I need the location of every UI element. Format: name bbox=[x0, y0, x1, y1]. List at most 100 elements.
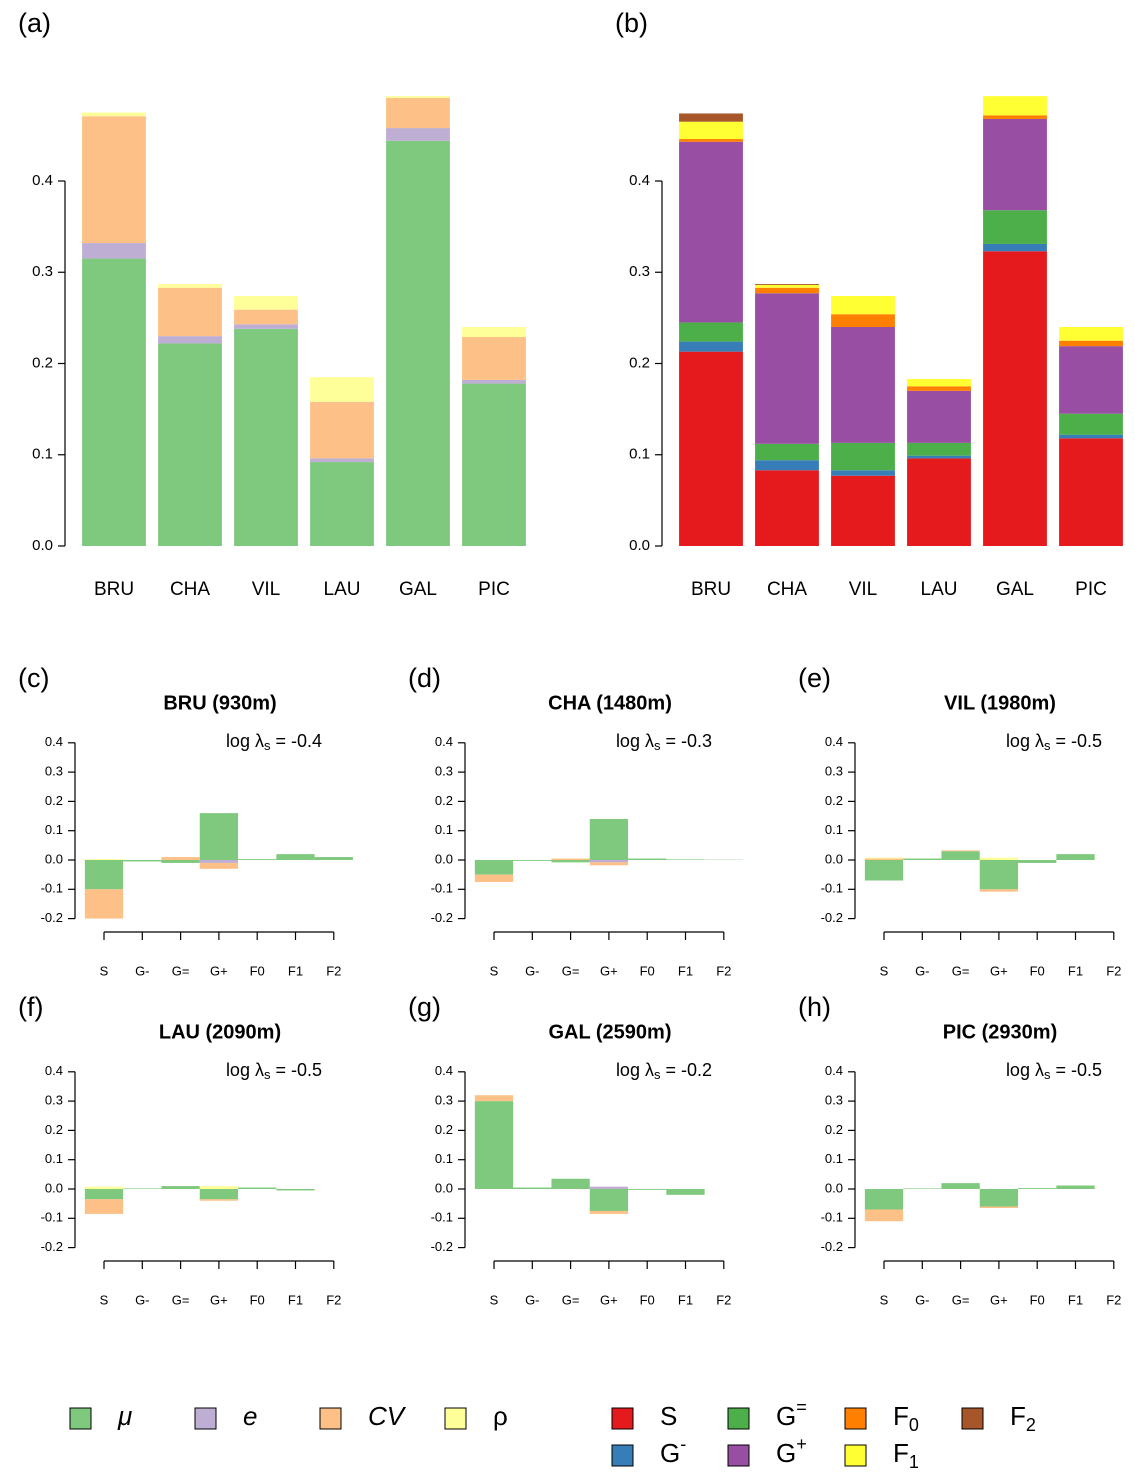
panel-label: (f) bbox=[18, 992, 43, 1022]
y-tick-label: 0.1 bbox=[32, 446, 53, 463]
y-tick-label: 0.4 bbox=[45, 1063, 63, 1078]
y-tick-label: 0.0 bbox=[825, 1180, 843, 1195]
legend-label: F2 bbox=[1010, 1401, 1036, 1435]
bar-segment bbox=[386, 128, 450, 141]
annotation: log λs = -0.3 bbox=[616, 731, 712, 754]
legend-label: S bbox=[660, 1401, 677, 1431]
bar-segment bbox=[158, 284, 222, 288]
annotation: log λs = -0.4 bbox=[226, 731, 322, 754]
y-tick-label: 0.4 bbox=[32, 172, 53, 189]
bar-segment bbox=[199, 1199, 239, 1201]
annotation-rest: = -0.4 bbox=[270, 731, 322, 751]
annotation-base: log λ bbox=[226, 1060, 264, 1080]
x-tick-label: G= bbox=[562, 1292, 580, 1307]
legend-swatch bbox=[69, 1407, 92, 1430]
x-tick-label: VIL bbox=[252, 579, 281, 600]
bar-segment bbox=[831, 475, 895, 546]
x-tick-label: F2 bbox=[326, 963, 341, 978]
x-tick-label: F0 bbox=[1030, 963, 1045, 978]
bar-segment bbox=[983, 115, 1047, 119]
bar-segment bbox=[907, 390, 971, 443]
x-tick-label: G+ bbox=[210, 1292, 228, 1307]
bar-segment bbox=[82, 116, 146, 244]
bar-segment bbox=[589, 860, 629, 863]
bar-segment bbox=[679, 351, 743, 546]
bar-segment bbox=[123, 1188, 162, 1189]
y-tick-label: 0.4 bbox=[629, 172, 650, 189]
panel-title: GAL (2590m) bbox=[548, 1021, 671, 1043]
x-tick-label: CHA bbox=[170, 579, 210, 600]
bar-segment bbox=[462, 337, 526, 380]
annotation: log λs = -0.5 bbox=[226, 1060, 322, 1083]
y-tick-label: 0.4 bbox=[825, 734, 843, 749]
bar-segment bbox=[161, 860, 200, 863]
y-tick-label: 0.0 bbox=[45, 851, 63, 866]
panel-title: PIC (2930m) bbox=[943, 1021, 1058, 1043]
legend-label: CV bbox=[368, 1401, 407, 1431]
y-tick-label: 0.0 bbox=[45, 1180, 63, 1195]
bar-segment bbox=[755, 470, 819, 546]
x-tick-label: G- bbox=[135, 1292, 149, 1307]
bar-segment bbox=[310, 401, 374, 459]
bar-segment bbox=[462, 327, 526, 338]
bar-segment bbox=[1059, 413, 1123, 435]
bar-segment bbox=[983, 210, 1047, 244]
y-tick-label: 0.2 bbox=[825, 793, 843, 808]
bar-segment bbox=[755, 287, 819, 294]
x-tick-label: F2 bbox=[716, 1292, 731, 1307]
annotation-base: log λ bbox=[226, 731, 264, 751]
y-tick-label: 0.1 bbox=[435, 1151, 453, 1166]
bar-segment bbox=[238, 1187, 277, 1189]
bar-segment bbox=[864, 858, 904, 860]
bar-segment bbox=[755, 285, 819, 288]
x-tick-label: S bbox=[100, 963, 109, 978]
x-tick-label: G- bbox=[915, 963, 929, 978]
x-tick-label: F2 bbox=[1106, 963, 1121, 978]
x-tick-label: S bbox=[880, 963, 889, 978]
bar-segment bbox=[864, 857, 904, 859]
x-tick-label: G= bbox=[562, 963, 580, 978]
x-tick-label: G- bbox=[525, 1292, 539, 1307]
bar-segment bbox=[84, 859, 124, 860]
bar-segment bbox=[979, 860, 1019, 890]
y-tick-label: 0.0 bbox=[435, 851, 453, 866]
y-tick-label: 0.2 bbox=[629, 354, 650, 371]
y-tick-label: -0.1 bbox=[431, 1210, 453, 1225]
x-tick-label: F1 bbox=[1068, 1292, 1083, 1307]
x-tick-label: G= bbox=[952, 963, 970, 978]
bar-segment bbox=[907, 442, 971, 456]
panel-label: (d) bbox=[408, 663, 441, 693]
bar-segment bbox=[589, 1186, 629, 1189]
x-tick-label: G+ bbox=[600, 963, 618, 978]
x-tick-label: G= bbox=[172, 963, 190, 978]
bar-segment bbox=[84, 1199, 124, 1214]
bar-segment bbox=[983, 243, 1047, 252]
panel-label: (c) bbox=[18, 663, 49, 693]
annotation-subscript: s bbox=[654, 738, 661, 753]
y-tick-label: 0.3 bbox=[45, 764, 63, 779]
y-tick-label: 0.2 bbox=[32, 354, 53, 371]
bar-segment bbox=[386, 140, 450, 546]
x-tick-label: G+ bbox=[210, 963, 228, 978]
x-tick-label: S bbox=[490, 1292, 499, 1307]
x-tick-label: BRU bbox=[94, 579, 134, 600]
bar-segment bbox=[238, 859, 277, 860]
panel-label: (h) bbox=[798, 992, 831, 1022]
bar-segment bbox=[589, 1189, 629, 1211]
bar-segment bbox=[199, 860, 239, 863]
legend-swatch bbox=[194, 1407, 217, 1430]
y-tick-label: 0.2 bbox=[435, 793, 453, 808]
y-tick-label: 0.3 bbox=[45, 1093, 63, 1108]
bar-segment bbox=[161, 857, 200, 860]
bar-segment bbox=[979, 857, 1019, 860]
bar-segment bbox=[84, 1186, 124, 1189]
y-tick-label: 0.1 bbox=[45, 1151, 63, 1166]
bar-segment bbox=[755, 460, 819, 471]
bar-segment bbox=[199, 862, 239, 869]
y-tick-label: 0.4 bbox=[45, 734, 63, 749]
bar-segment bbox=[1059, 346, 1123, 414]
annotation-base: log λ bbox=[616, 1060, 654, 1080]
bar-segment bbox=[158, 287, 222, 337]
legend-swatch bbox=[844, 1407, 867, 1430]
bar-segment bbox=[589, 862, 629, 866]
